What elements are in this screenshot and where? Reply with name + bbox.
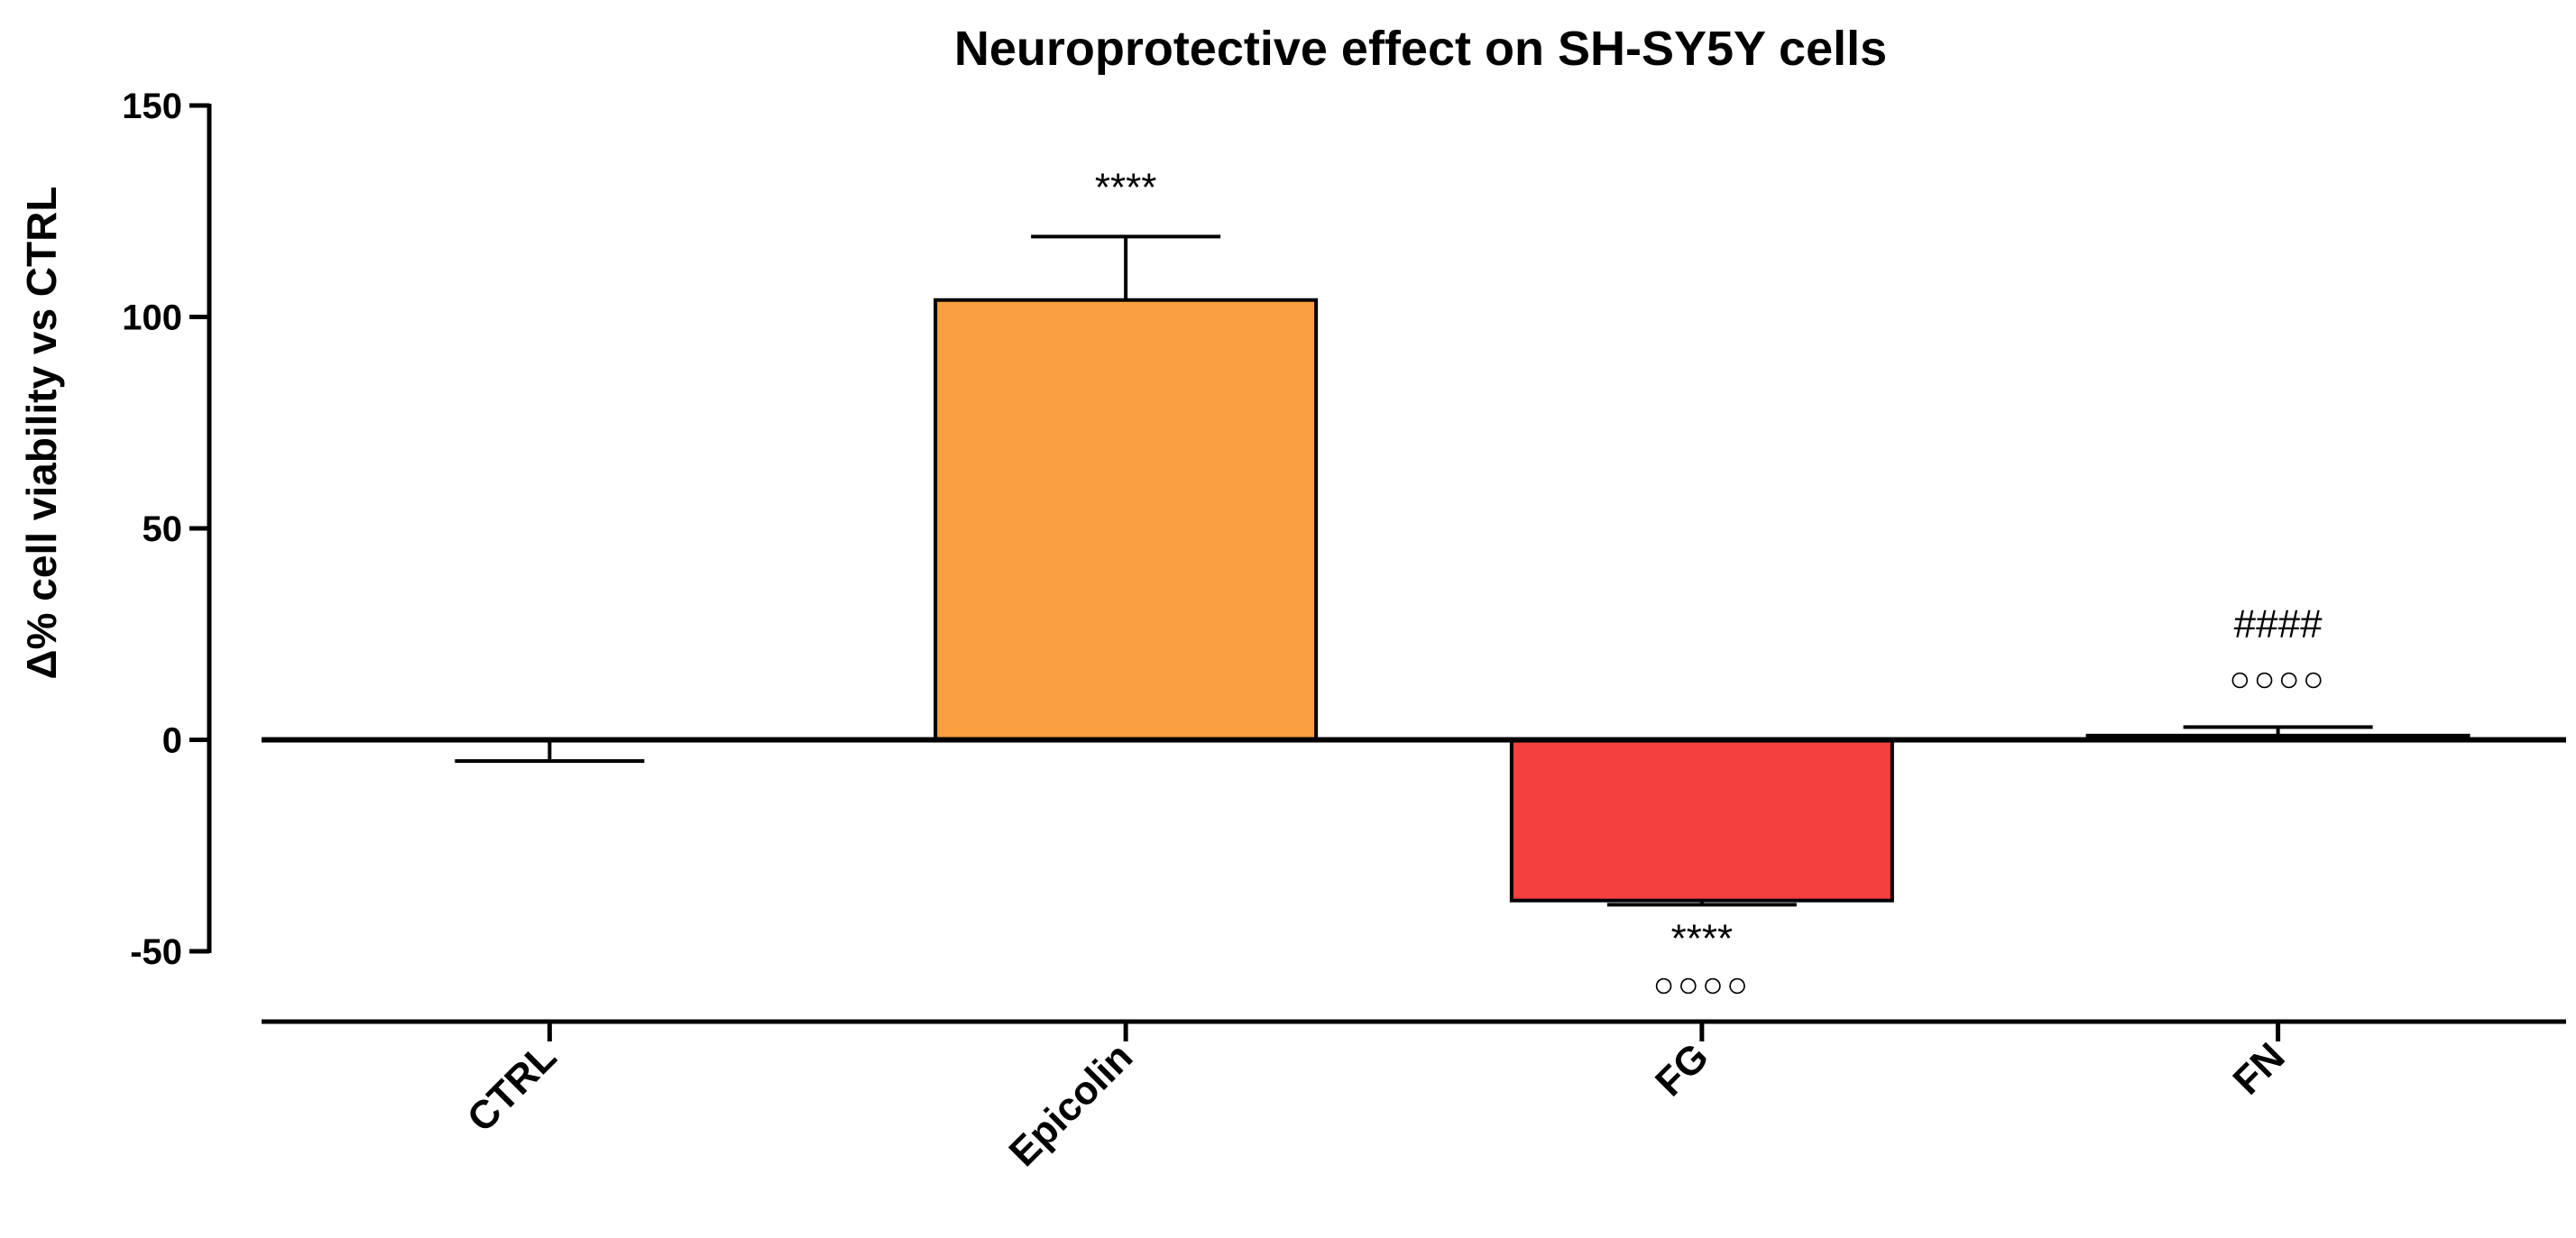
x-tick-label-fn: FN xyxy=(2225,1034,2294,1103)
y-tick-label: 50 xyxy=(143,509,183,549)
y-tick-label: 150 xyxy=(122,87,182,126)
x-axis: CTRL Epicolin FG FN xyxy=(262,1019,2566,1175)
y-tick-label: 100 xyxy=(122,298,182,338)
bars xyxy=(934,298,2470,903)
bar-fg xyxy=(1509,738,1894,903)
bar-epicolin xyxy=(934,298,1319,742)
x-tick-label-ctrl: CTRL xyxy=(459,1034,566,1141)
y-axis-label: Δ% cell viability vs CTRL xyxy=(18,187,65,680)
significance-label-epicolin: **** xyxy=(1095,165,1157,209)
x-tick-label-epicolin: Epicolin xyxy=(1001,1034,1142,1175)
y-tick-label: -50 xyxy=(130,932,182,972)
y-tick-label: 0 xyxy=(162,721,182,761)
significance-label-fn: ○○○○ xyxy=(2229,659,2327,699)
y-axis: -50 0 50 100 150 xyxy=(122,87,212,972)
x-tick-label-fg: FG xyxy=(1647,1034,1717,1105)
significance-label-fn: #### xyxy=(2234,601,2323,646)
error-bars xyxy=(455,234,2373,907)
significance-annotations: **** **** ○○○○ #### ○○○○ xyxy=(1095,165,2327,1004)
chart-title: Neuroprotective effect on SH-SY5Y cells xyxy=(954,22,1887,76)
significance-label-fg: **** xyxy=(1671,916,1734,960)
significance-label-fg: ○○○○ xyxy=(1653,965,1752,1004)
